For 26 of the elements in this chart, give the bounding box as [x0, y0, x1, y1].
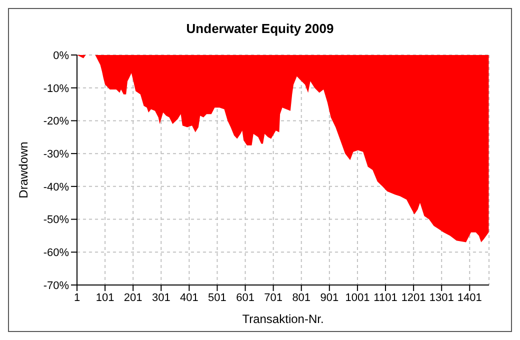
y-axis-title: Drawdown [16, 142, 30, 198]
x-tick-label: 601 [236, 292, 254, 304]
x-tick-label: 201 [124, 292, 142, 304]
chart-title: Underwater Equity 2009 [185, 20, 335, 38]
y-tick-label: -40% [43, 181, 70, 194]
y-tick-label: -50% [43, 214, 70, 226]
y-tick-label: -20% [43, 116, 70, 128]
x-tick-label: 1301 [429, 292, 454, 304]
x-tick-label: 501 [208, 292, 226, 304]
x-tick-label: 1101 [374, 292, 398, 304]
x-tick-label: 1401 [457, 292, 482, 304]
x-tick-label: 301 [152, 292, 170, 304]
x-tick-label: 1201 [401, 292, 426, 304]
y-tick-label: -60% [43, 247, 70, 260]
x-axis-title: Transaktion-Nr. [242, 312, 324, 326]
x-tick-label: 401 [180, 292, 198, 304]
y-tick-label: -10% [43, 82, 70, 95]
y-tick-label: 0% [53, 50, 70, 62]
x-tick-label: 801 [292, 292, 311, 304]
x-tick-label: 901 [320, 292, 339, 304]
y-tick-label: -70% [43, 280, 70, 292]
x-tick-label: 1 [74, 292, 80, 304]
x-tick-label: 701 [264, 292, 283, 304]
x-tick-label: 1001 [345, 292, 370, 304]
x-tick-label: 101 [96, 292, 114, 304]
y-tick-label: -30% [43, 148, 70, 160]
